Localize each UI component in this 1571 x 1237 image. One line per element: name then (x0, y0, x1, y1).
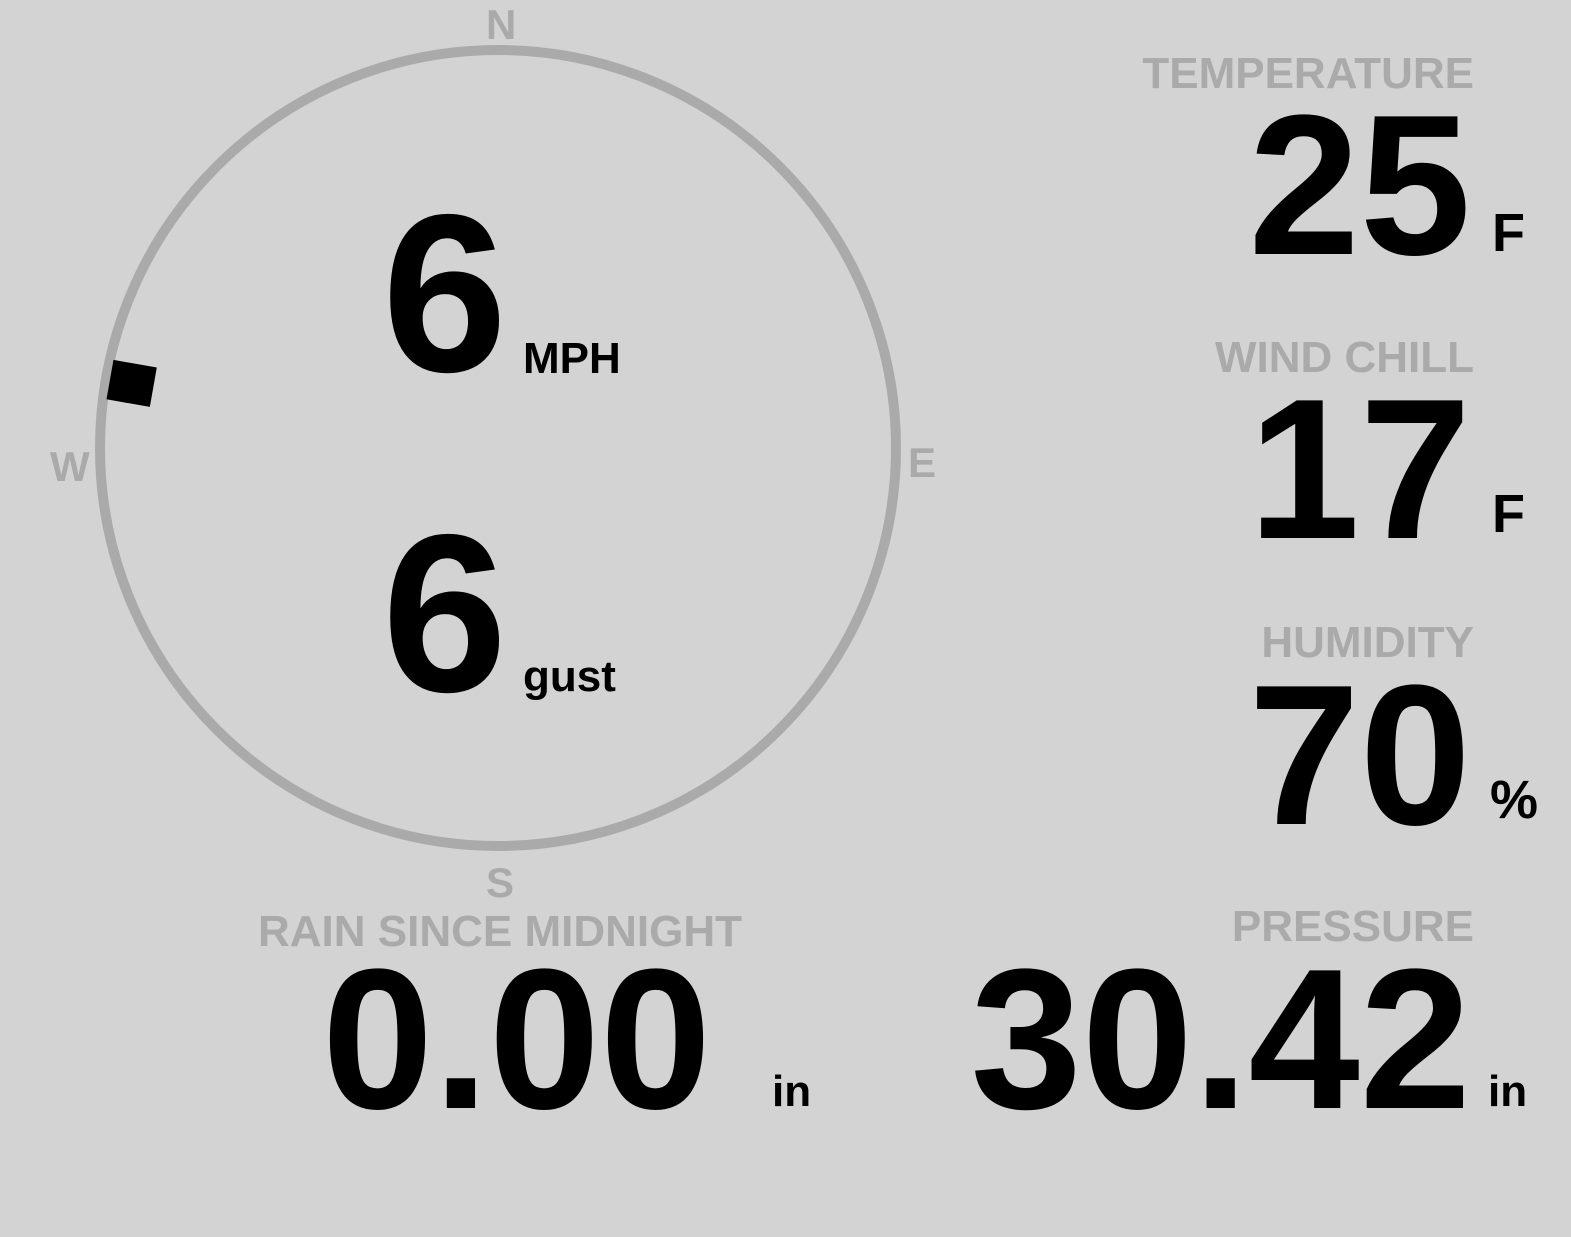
compass-north: N (486, 1, 517, 48)
wind-chill-label: WIND CHILL (1214, 333, 1474, 382)
wind-speed-value: 6 (382, 167, 508, 419)
wind-chill-unit: F (1492, 484, 1525, 544)
rain-unit: in (772, 1067, 812, 1116)
pressure-unit: in (1488, 1067, 1528, 1116)
temperature-unit: F (1492, 203, 1525, 263)
humidity-unit: % (1490, 770, 1539, 830)
wind-speed-unit: MPH (523, 334, 621, 383)
pressure-value: 30.42 (970, 928, 1472, 1151)
gust-unit: gust (523, 652, 616, 701)
pressure-label: PRESSURE (1231, 902, 1474, 951)
rain-label: RAIN SINCE MIDNIGHT (258, 907, 742, 956)
compass-south: S (486, 859, 515, 906)
compass-west: W (50, 443, 90, 490)
temperature-value: 25 (1248, 74, 1471, 297)
compass-east: E (908, 439, 937, 486)
humidity-value: 70 (1248, 644, 1471, 867)
gust-value: 6 (382, 487, 508, 739)
wind-direction-marker (106, 359, 157, 407)
temperature-label: TEMPERATURE (1142, 49, 1474, 98)
humidity-label: HUMIDITY (1261, 618, 1474, 667)
wind-chill-value: 17 (1248, 358, 1471, 581)
rain-value: 0.00 (322, 928, 712, 1151)
